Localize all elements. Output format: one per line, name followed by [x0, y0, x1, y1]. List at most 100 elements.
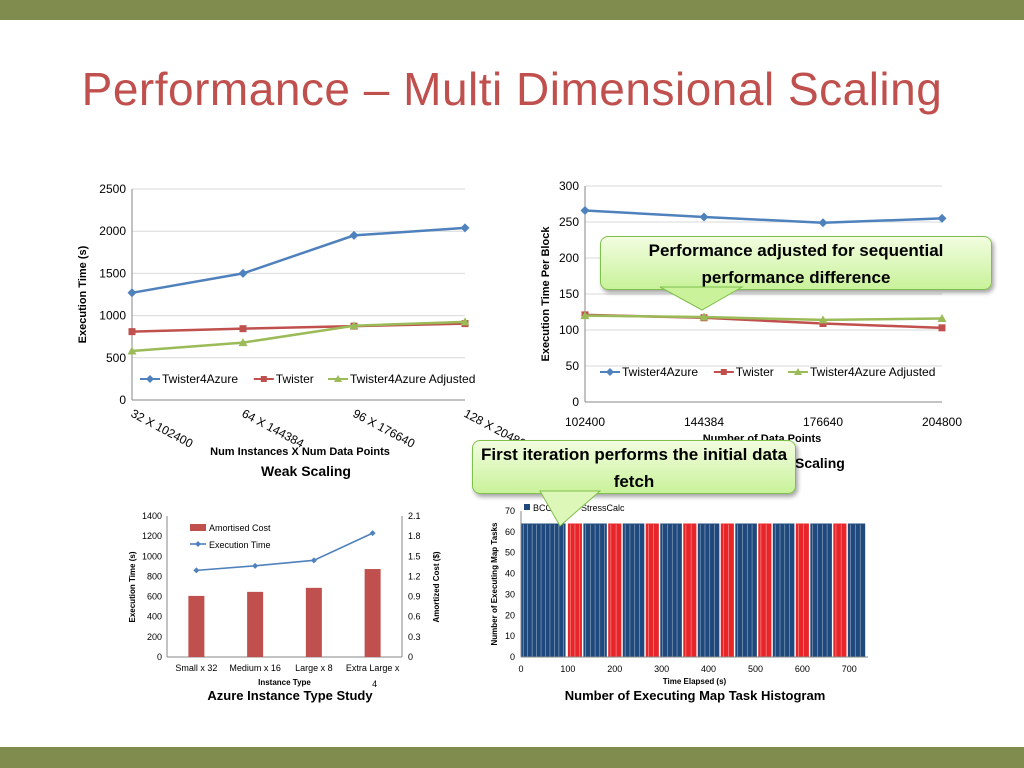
histogram-block — [521, 523, 566, 657]
x-tick-label: Large x 8 — [295, 663, 333, 673]
legend-label: Amortised Cost — [209, 523, 271, 533]
data-point — [699, 212, 709, 222]
x-tick-label-cont: 4 — [372, 679, 377, 689]
x-tick-label: 200 — [607, 664, 622, 674]
data-point — [818, 315, 828, 324]
histogram-block — [795, 523, 809, 657]
x-axis-label: Time Elapsed (s) — [663, 677, 727, 686]
y-tick-label: 50 — [505, 548, 515, 558]
x-tick-label: 400 — [701, 664, 716, 674]
y-right-tick-label: 2.1 — [408, 511, 421, 521]
y-tick-label: 150 — [559, 287, 579, 301]
data-point — [938, 324, 946, 332]
y-tick-label: 200 — [147, 632, 162, 642]
data-point — [252, 562, 259, 569]
legend-marker — [794, 368, 802, 375]
series-line — [131, 320, 466, 353]
legend-swatch — [190, 524, 206, 531]
x-tick-label: 600 — [795, 664, 810, 674]
y-tick-label: 2500 — [99, 182, 126, 196]
legend-marker — [334, 375, 342, 382]
bar — [188, 595, 205, 657]
y-right-tick-label: 1.8 — [408, 531, 421, 541]
legend-label: Twister4Azure Adjusted — [350, 372, 475, 386]
y-tick-label: 70 — [505, 506, 515, 516]
y-axis-label: Execution Time (s) — [77, 245, 89, 343]
x-tick-label: Extra Large x — [346, 663, 400, 673]
y-tick-label: 0 — [510, 652, 515, 662]
histogram-block — [772, 523, 795, 657]
bar — [364, 569, 381, 657]
caption-histogram: Number of Executing Map Task Histogram — [564, 688, 826, 703]
series-line — [196, 532, 373, 572]
histogram-block — [847, 523, 866, 657]
bottom-band — [0, 747, 1024, 768]
series-line — [584, 209, 943, 224]
data-point — [238, 268, 248, 278]
data-point — [127, 288, 137, 298]
caption-instance-study: Azure Instance Type Study — [207, 688, 373, 703]
y-axis-label: Number of Executing Map Tasks — [490, 522, 499, 646]
data-point — [349, 230, 359, 240]
y-right-tick-label: 1.2 — [408, 571, 421, 581]
y-right-tick-label: 1.5 — [408, 551, 421, 561]
y-tick-label: 200 — [559, 251, 579, 265]
callout-pointer-adjusted — [659, 286, 744, 311]
x-tick-label: 176640 — [803, 415, 843, 429]
legend-marker — [146, 375, 154, 383]
y-tick-label: 0 — [157, 652, 162, 662]
histogram-block — [622, 523, 645, 657]
y-tick-label: 1000 — [99, 309, 126, 323]
x-tick-label: 0 — [518, 664, 523, 674]
legend-label: Twister4Azure Adjusted — [810, 365, 935, 379]
caption-weak-scaling: Weak Scaling — [260, 463, 351, 479]
legend-label: BCCalc — [533, 503, 564, 513]
y-tick-label: 600 — [147, 592, 162, 602]
data-point — [369, 530, 376, 537]
legend-label: Twister4Azure — [622, 365, 698, 379]
data-point — [818, 218, 828, 228]
histogram-block — [660, 523, 682, 657]
data-point — [127, 346, 137, 355]
caption-data-size-scaling: Scaling — [795, 455, 845, 471]
y-tick-label: 10 — [505, 631, 515, 641]
y-tick-label: 30 — [505, 589, 515, 599]
y-tick-label: 800 — [147, 571, 162, 581]
y-tick-label: 1400 — [142, 511, 162, 521]
y-tick-label: 400 — [147, 612, 162, 622]
callout-first-iteration: First iteration performs the initial dat… — [472, 440, 796, 494]
data-point — [239, 325, 247, 333]
data-point — [937, 313, 947, 322]
histogram-block — [735, 523, 757, 657]
y-tick-label: 50 — [566, 359, 580, 373]
y-axis-label: Execution Time (s) — [128, 551, 137, 622]
bar — [247, 591, 264, 657]
y-tick-label: 1000 — [142, 551, 162, 561]
legend-label: Twister — [276, 372, 314, 386]
x-tick-label: 204800 — [922, 415, 962, 429]
data-point — [460, 317, 470, 326]
y-tick-label: 0 — [572, 395, 579, 409]
y-tick-label: 500 — [106, 351, 126, 365]
data-point — [193, 567, 200, 574]
histogram-block — [608, 523, 622, 657]
y-tick-label: 100 — [559, 323, 579, 337]
data-point — [580, 311, 590, 320]
callout-adjusted: Performance adjusted for sequential perf… — [600, 236, 992, 290]
legend-marker — [260, 376, 267, 382]
legend-swatch — [524, 504, 530, 510]
x-tick-label: 144384 — [684, 415, 724, 429]
y-tick-label: 2000 — [99, 224, 126, 238]
y-right-tick-label: 0.6 — [408, 612, 421, 622]
data-point — [238, 338, 248, 347]
y-tick-label: 300 — [559, 179, 579, 193]
histogram-block — [833, 523, 847, 657]
data-point — [819, 320, 827, 328]
y-tick-label: 60 — [505, 527, 515, 537]
y-right-tick-label: 0 — [408, 652, 413, 662]
y-tick-label: 1200 — [142, 531, 162, 541]
series-line — [584, 314, 943, 322]
